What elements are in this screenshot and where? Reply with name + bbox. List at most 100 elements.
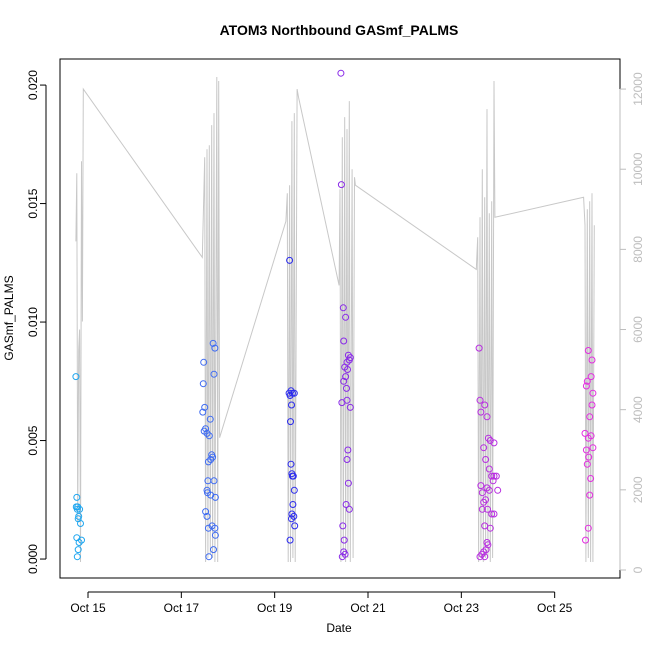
data-point [286,536,294,544]
data-point [337,181,345,189]
data-point [345,505,353,513]
x-tick-label: Oct 19 [257,601,293,615]
y-axis: 0.000 0.005 0.010 0.015 0.020 [26,70,47,574]
series-oct-23 [475,344,502,561]
data-point [481,401,489,409]
chart-title: ATOM3 Northbound GASmf_PALMS [220,22,459,38]
data-point [344,446,352,454]
data-point [342,313,350,321]
data-point [485,486,493,494]
data-point [200,358,208,366]
data-point [485,465,493,473]
x-axis-label: Date [326,621,352,635]
data-point [486,437,494,444]
x-tick-label: Oct 17 [164,601,200,615]
data-point [477,482,485,490]
series-oct-20 [337,69,354,561]
data-point [206,415,214,423]
data-point [346,403,354,411]
y2-tick-label: 6000 [631,316,645,343]
data-point [211,493,219,501]
data-point [289,501,297,508]
y2-tick-label: 8000 [631,236,645,263]
y-tick-label: 0.020 [26,70,40,100]
data-point [481,553,489,561]
data-point [72,373,80,381]
data-point [290,486,298,494]
data-point [339,522,347,530]
data-point [340,536,348,544]
series-oct-19 [285,256,299,544]
data-point [582,536,589,544]
data-point [343,384,350,392]
data-point [78,536,85,544]
data-point [210,370,218,378]
series-oct-25 [581,347,597,544]
data-point [211,531,219,539]
data-point [210,477,218,485]
y-axis-label: GASmf_PALMS [2,275,16,360]
data-point [585,453,593,461]
x-tick-label: Oct 25 [537,601,573,615]
data-point [73,553,81,561]
series-oct-17 [199,339,219,561]
data-point [286,392,294,399]
y2-tick-label: 12000 [631,72,645,106]
data-point [290,512,298,520]
data-point [488,472,496,480]
y2-tick-label: 0 [631,566,645,573]
data-point [73,505,81,513]
data-point [74,546,82,554]
data-point [288,401,295,409]
data-point [490,510,498,518]
data-point [587,432,595,440]
data-point [208,451,216,459]
data-point [489,477,497,485]
y2-axis: 0 2000 4000 6000 8000 10000 12000 [619,72,645,573]
data-point [483,413,491,421]
data-point [494,486,502,494]
data-point [484,541,492,549]
data-point [582,382,590,390]
data-point [583,460,591,468]
x-tick-label: Oct 21 [350,601,386,615]
data-point [211,524,219,532]
x-tick-label: Oct 23 [444,601,480,615]
data-point [476,396,484,404]
data-point [481,522,489,530]
data-point [73,493,81,501]
data-point [290,389,298,397]
data-point [584,524,592,532]
data-point [339,304,347,312]
y-tick-label: 0.015 [26,188,40,218]
data-point [344,366,351,373]
data-point [342,501,350,508]
data-point [343,456,351,463]
data-point [482,546,490,554]
data-point [488,510,496,518]
data-point [589,444,597,452]
data-point [337,69,345,77]
data-point [346,354,354,362]
data-point [477,408,485,416]
data-point [209,339,217,347]
data-point [478,489,486,497]
data-point [482,456,490,463]
data-point [587,475,595,482]
data-point [204,458,212,466]
data-point [490,439,498,447]
data-point [199,380,207,388]
data-point [205,432,213,440]
data-point [210,546,217,554]
data-point [288,515,295,523]
data-point [203,429,211,437]
data-point [475,344,483,352]
data-point [199,408,207,416]
data-point [490,472,498,480]
y2-tick-label: 10000 [631,152,645,186]
data-point [480,444,488,452]
data-point [482,496,490,504]
data-point [291,522,299,530]
data-points [72,69,597,561]
